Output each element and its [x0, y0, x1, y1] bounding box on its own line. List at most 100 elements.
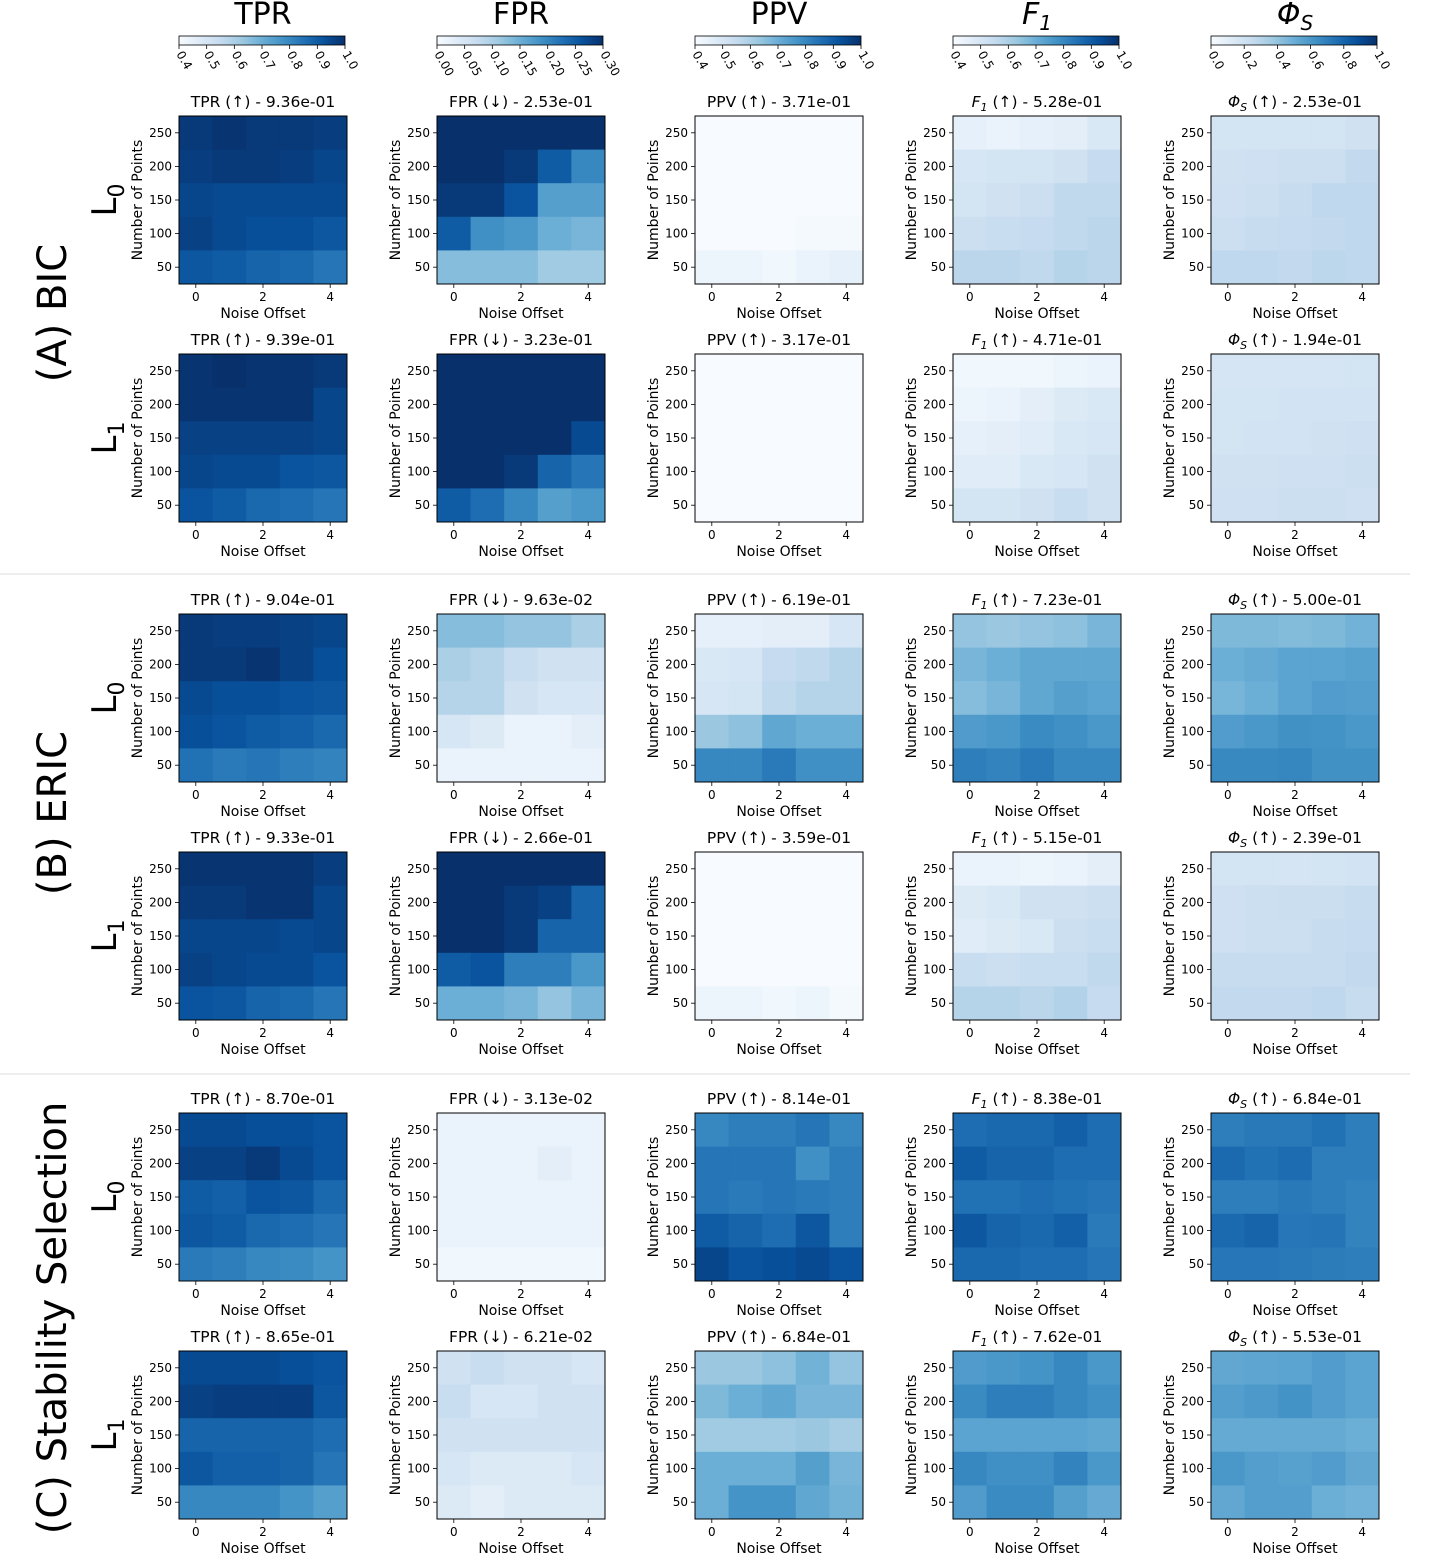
heatmap-cell — [795, 681, 830, 716]
heatmap-cell — [762, 1213, 797, 1248]
y-tick-label: 200 — [1181, 657, 1204, 671]
heatmap-cell — [829, 1213, 864, 1248]
row-label-subscript: 1 — [105, 422, 130, 436]
panel-title: F1 (↑) - 5.15e-01 — [972, 829, 1103, 850]
x-axis-label: Noise Offset — [994, 306, 1080, 322]
colorbar-tick-label: 0.6 — [1003, 49, 1025, 73]
heatmap-cell — [1278, 1418, 1313, 1453]
heatmap-cell — [571, 1418, 606, 1453]
heatmap-cell — [986, 421, 1021, 456]
heatmap-cell — [246, 421, 281, 456]
colorbar-tick-label: 0.9 — [1086, 49, 1108, 73]
y-axis-label: Number of Points — [130, 638, 146, 759]
heatmap-cell — [470, 421, 505, 456]
heatmap-cell — [313, 1247, 348, 1282]
heatmap-cell — [1020, 354, 1055, 389]
y-tick-label: 100 — [149, 227, 172, 241]
heatmap-cell — [504, 183, 539, 218]
heatmap-cell — [829, 1384, 864, 1419]
heatmap-panel: ΦS (↑) - 5.53e-01 250 200 150 100 50 0 2 4 Noise … — [1162, 1328, 1380, 1557]
row-label-subscript: 0 — [105, 682, 130, 696]
group-label: (A) BIC — [30, 244, 76, 382]
x-tick-label: 2 — [259, 1026, 267, 1040]
panel-title-spacer: ( — [1247, 331, 1258, 349]
heatmap-cell — [246, 183, 281, 218]
heatmap-cell — [1278, 1351, 1313, 1386]
heatmap-cell — [1053, 1247, 1088, 1282]
heatmap-cell — [1345, 1384, 1380, 1419]
panel-title-dash: ) - — [244, 331, 266, 349]
x-tick-label: 0 — [450, 1287, 458, 1301]
heatmap-panel: PPV (↑) - 3.17e-01 250 200 150 100 50 0 2 4 Noise… — [646, 331, 864, 560]
panel-title-spacer: ( — [988, 331, 999, 349]
panel-title: FPR (↓) - 9.63e-02 — [449, 591, 593, 609]
panel-title-metric: F — [972, 829, 982, 847]
panel-title-metric: TPR — [190, 1328, 221, 1346]
heatmap-cell — [571, 986, 606, 1021]
heatmap-cell — [1278, 647, 1313, 682]
heatmap-cell — [986, 454, 1021, 489]
heatmap-cell — [470, 1146, 505, 1181]
colorbar-tick-label: 0.5 — [201, 49, 223, 73]
heatmap-cell — [437, 614, 472, 649]
heatmap-cell — [728, 216, 763, 251]
heatmap-cell — [279, 1485, 314, 1520]
panel-title-arrow: ↑ — [231, 829, 244, 847]
heatmap-cell — [1244, 216, 1279, 251]
panel-title-dash: ) - — [1012, 331, 1034, 349]
y-tick-label: 150 — [923, 1190, 946, 1204]
heatmap-cell — [829, 488, 864, 523]
heatmap-cell — [1211, 748, 1246, 783]
heatmap-cell — [437, 919, 472, 954]
heatmap-cell — [986, 1351, 1021, 1386]
y-tick-label: 150 — [407, 691, 430, 705]
heatmap-cell — [1020, 885, 1055, 920]
colorbar-tick-label: 0.7 — [772, 49, 794, 73]
panel-title-score: 6.19e-01 — [782, 591, 851, 609]
x-tick-label: 2 — [1033, 528, 1041, 542]
heatmap-cell — [1311, 681, 1346, 716]
heatmap-cell — [212, 1113, 247, 1148]
colorbar-tick-label: 0.20 — [542, 49, 567, 79]
colorbar-tick-label: 0.7 — [1030, 49, 1052, 73]
y-tick-label: 250 — [665, 624, 688, 638]
colorbar-tick-label: 0.4 — [1272, 49, 1294, 73]
column-header-ppv: PPV — [751, 0, 808, 32]
heatmap-cell — [313, 1113, 348, 1148]
heatmap-cell — [470, 1485, 505, 1520]
y-tick-label: 200 — [407, 397, 430, 411]
x-tick-label: 2 — [1033, 290, 1041, 304]
group-label: (C) Stability Selection — [30, 1102, 76, 1535]
heatmap-cell — [728, 1180, 763, 1215]
x-tick-label: 4 — [326, 1026, 334, 1040]
y-tick-label: 100 — [1181, 465, 1204, 479]
column-header-subscript: 1 — [1039, 11, 1052, 35]
heatmap-cell — [762, 614, 797, 649]
panel-title-arrow: ↑ — [231, 331, 244, 349]
heatmap-cell — [279, 1384, 314, 1419]
heatmap-cell — [1053, 919, 1088, 954]
heatmap-cell — [728, 1146, 763, 1181]
y-tick-label: 250 — [407, 364, 430, 378]
row-label-text: L — [85, 1194, 125, 1213]
x-tick-label: 0 — [708, 290, 716, 304]
colorbar-tick-label: 0.5 — [717, 49, 739, 73]
panel-title: TPR (↑) - 9.33e-01 — [190, 829, 335, 847]
x-tick-label: 4 — [842, 1525, 850, 1539]
panel-title: PPV (↑) - 6.19e-01 — [707, 591, 851, 609]
heatmap-cell — [1211, 1247, 1246, 1282]
heatmap-cell — [1211, 1384, 1246, 1419]
y-tick-label: 250 — [407, 862, 430, 876]
panel-title-spacer: ( — [220, 1090, 231, 1108]
heatmap-cell — [829, 1180, 864, 1215]
heatmap-panel: F1 (↑) - 5.28e-01 250 200 150 100 50 0 2 4 Noise … — [904, 93, 1122, 322]
heatmap-cell — [762, 986, 797, 1021]
heatmap-cell — [1211, 885, 1246, 920]
heatmap-cell — [762, 1485, 797, 1520]
row-label: L0 — [85, 1181, 130, 1214]
heatmap-cell — [986, 614, 1021, 649]
heatmap-cell — [1244, 1213, 1279, 1248]
panel-title-dash: ) - — [1271, 1090, 1293, 1108]
x-tick-label: 4 — [584, 788, 592, 802]
